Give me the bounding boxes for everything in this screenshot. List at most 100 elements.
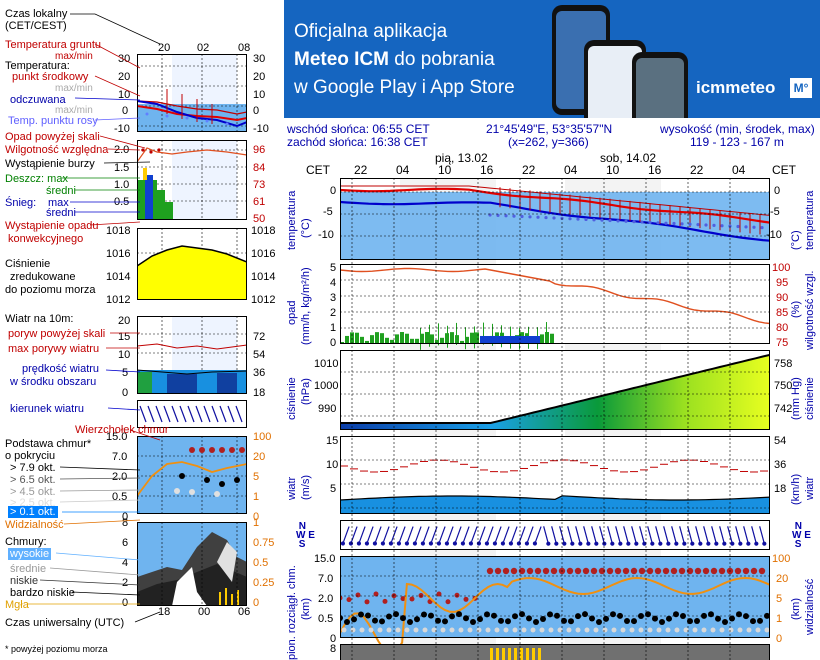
legend-wind-right-1: 54: [253, 350, 265, 361]
main-chart-area: [340, 178, 770, 660]
top-hour-1: 20: [158, 42, 170, 54]
temp-tick-l1: -5: [323, 207, 333, 218]
legend-precip-left-3: 0.5: [114, 197, 129, 208]
temp-axis-unit-right: (°C): [790, 230, 802, 250]
legend-temp-right-0: 30: [253, 54, 265, 65]
wind-direction-panel: [340, 520, 770, 550]
wind-dir-label: kierunek wiatru: [10, 403, 84, 415]
mid-clouds-label: średnie: [10, 563, 46, 575]
ground-temp-label: Temperatura gruntu: [5, 39, 101, 51]
legend-vis-right-0: 100: [253, 432, 271, 443]
hum-tick-0: 100: [772, 263, 790, 274]
local-time-tz: (CET/CEST): [5, 20, 67, 32]
legend-press-left-0: 1018: [106, 226, 130, 237]
legend-cloud-left-3: 0.5: [112, 492, 127, 503]
hour-label-9: 04: [732, 165, 745, 176]
banner-logo-text: icmmeteo: [696, 78, 775, 98]
bottom-hour-3: 06: [238, 606, 250, 618]
temp-tick-r2: -10: [766, 230, 782, 241]
cloud-top-label: Wierzchołek chmur: [75, 424, 169, 436]
legend-wind-chart: [137, 316, 247, 394]
pressure-label-1: Ciśnienie: [5, 258, 50, 270]
legend-temp-left-2: 10: [118, 90, 130, 101]
sunrise-text: wschód słońca: 06:55 CET: [287, 123, 430, 135]
temp-axis-title: temperatura: [286, 191, 298, 250]
precip-tick-3: 2: [330, 308, 336, 319]
cover-tick-bottom: 8: [330, 644, 336, 655]
legend-precip-chart: [137, 140, 247, 220]
cloud-axis-unit: (km): [300, 598, 312, 620]
hour-label-6: 10: [606, 165, 619, 176]
legend-temp-left-0: 30: [118, 54, 130, 65]
hour-label-4: 22: [522, 165, 535, 176]
banner-line-1: Oficjalna aplikacja: [294, 20, 447, 44]
legend-cover-chart: [137, 522, 247, 606]
legend-press-left-2: 1014: [106, 272, 130, 283]
cloud-tick-2: 2.0: [318, 594, 333, 605]
temp-tick-l2: -10: [318, 230, 334, 241]
top-hour-3: 08: [238, 42, 250, 54]
cloud-base-label-1: Podstawa chmur*: [5, 438, 91, 450]
wind-tick-0: 15: [326, 436, 338, 447]
hour-label-3: 16: [480, 165, 493, 176]
legend-wind-left-0: 20: [118, 316, 130, 327]
legend-cover-right-2: 0.5: [253, 558, 268, 569]
legend-vis-right-2: 5: [253, 472, 259, 483]
legend-press-right-1: 1016: [251, 249, 275, 260]
wind-tick-2: 5: [330, 484, 336, 495]
press-axis-title: ciśnienie: [286, 377, 298, 420]
precip-occ-label-2: konwekcyjnego: [8, 233, 83, 245]
legend-temp-chart: [137, 54, 247, 132]
legend-wind-left-2: 10: [118, 350, 130, 361]
app-download-banner[interactable]: Oficjalna aplikacja Meteo ICM do pobrani…: [284, 0, 820, 118]
hum-tick-2: 90: [776, 293, 788, 304]
sunset-text: zachód słońca: 16:38 CET: [287, 136, 428, 148]
visibility-label: Widzialność: [5, 519, 64, 531]
temp-axis-unit: (°C): [300, 218, 312, 238]
legend-cover-left-4: 0: [122, 598, 128, 609]
precip-axis-unit: (mm/h, kg/m²/h): [300, 267, 312, 345]
hour-label-7: 16: [648, 165, 661, 176]
legend-wind-left-3: 5: [122, 368, 128, 379]
wind-tick-1: 10: [326, 460, 338, 471]
legend-press-right-2: 1014: [251, 272, 275, 283]
legend-cover-left-3: 2: [122, 578, 128, 589]
legend-cover-right-4: 0: [253, 598, 259, 609]
press-axis-unit: (hPa): [300, 378, 312, 405]
legend-hum-right-0: 96: [253, 145, 265, 156]
cet-left: CET: [306, 164, 330, 176]
legend-cloud-left-1: 7.0: [112, 452, 127, 463]
cloud-tick-3: 0.5: [318, 614, 333, 625]
snow-label: Śnieg:: [5, 197, 36, 209]
bottom-hour-1: 18: [158, 606, 170, 618]
legend-hum-right-4: 50: [253, 214, 265, 225]
snow-mean-label: średni: [46, 207, 76, 219]
legend-precip-left-2: 1.0: [114, 180, 129, 191]
wind-tick-r1: 36: [774, 460, 786, 471]
wind-tick-r0: 54: [774, 436, 786, 447]
utc-label: Czas uniwersalny (UTC): [5, 617, 124, 629]
press-tick-r0: 758: [774, 359, 792, 370]
coords-text: 21°45'49"E, 53°35'57"N: [486, 123, 612, 135]
cloud-base-label-2: o pokryciu: [5, 450, 55, 462]
fog-label: Mgła: [5, 599, 29, 611]
rain-max-label: Deszcz: max: [5, 173, 68, 185]
legend-temp-right-1: 20: [253, 72, 265, 83]
top-hour-2: 02: [197, 42, 209, 54]
legend-wind-left-1: 15: [118, 332, 130, 343]
vis-axis-unit: (km): [790, 598, 802, 620]
legend-cover-right-1: 0.75: [253, 538, 274, 549]
legend-wind-left-4: 0: [122, 388, 128, 399]
precip-above-scale-label: Opad powyżej skali: [5, 131, 100, 143]
legend-temp-right-3: 0: [253, 106, 259, 117]
hour-label-5: 04: [564, 165, 577, 176]
cloud-tick-0: 15.0: [314, 554, 335, 565]
legend-press-left-3: 1012: [106, 295, 130, 306]
gust-max-label: max porywy wiatru: [8, 343, 99, 355]
legend-cloud-left-2: 2.0: [112, 472, 127, 483]
precip-tick-0: 5: [330, 263, 336, 274]
precip-tick-5: 0: [330, 338, 336, 349]
legend-cover-left-1: 6: [122, 538, 128, 549]
press-axis-unit-right: (mm Hg): [790, 377, 802, 420]
legend-pressure-chart: [137, 228, 247, 300]
